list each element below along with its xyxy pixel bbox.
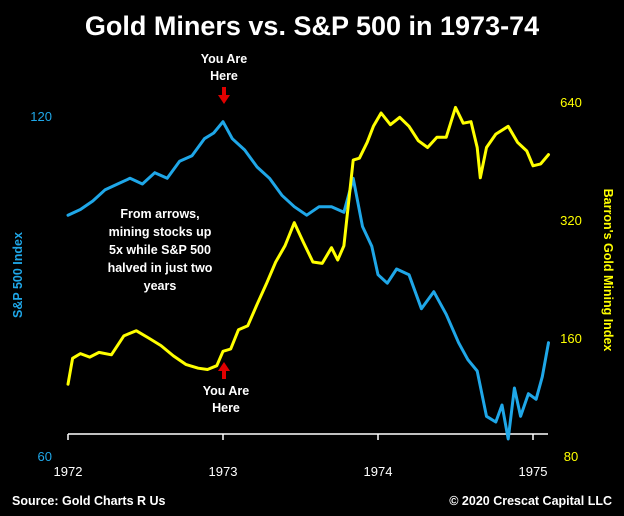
x-tick-label: 1973 (209, 464, 238, 479)
note-line-2: mining stocks up (109, 225, 212, 239)
right-axis-label: Barron's Gold Mining Index (601, 189, 615, 352)
right-tick-label: 80 (564, 449, 578, 464)
left-tick-label: 60 (38, 449, 52, 464)
note-line-3: 5x while S&P 500 (109, 243, 211, 257)
chart-title: Gold Miners vs. S&P 500 in 1973-74 (85, 11, 539, 41)
left-axis-label: S&P 500 Index (11, 232, 25, 318)
you-are-here-bottom-line1: You Are (203, 384, 250, 398)
right-tick-label: 160 (560, 331, 582, 346)
x-tick-label: 1972 (54, 464, 83, 479)
x-axis-ticks: 1972 1973 1974 1975 (54, 434, 548, 479)
annotation-note: From arrows, mining stocks up 5x while S… (108, 207, 213, 293)
x-tick-label: 1974 (364, 464, 393, 479)
note-line-1: From arrows, (120, 207, 199, 221)
you-are-here-bottom-line2: Here (212, 401, 240, 415)
copyright-text: © 2020 Crescat Capital LLC (449, 494, 612, 508)
x-tick-label: 1975 (519, 464, 548, 479)
series-layer (66, 105, 550, 441)
gold-mining-series-line (66, 105, 550, 386)
you-are-here-top-line2: Here (210, 69, 238, 83)
left-tick-label: 120 (30, 109, 52, 124)
right-tick-label: 640 (560, 95, 582, 110)
left-axis-ticks: 120 60 (30, 109, 52, 464)
red-arrow-down-icon (218, 87, 230, 104)
note-line-4: halved in just two (108, 261, 213, 275)
source-text: Source: Gold Charts R Us (12, 494, 166, 508)
you-are-here-top-line1: You Are (201, 52, 248, 66)
note-line-5: years (144, 279, 177, 293)
right-tick-label: 320 (560, 213, 582, 228)
red-arrow-up-icon (218, 362, 230, 379)
sp500-series-line (66, 120, 550, 441)
right-axis-ticks: 640 320 160 80 (560, 95, 582, 464)
